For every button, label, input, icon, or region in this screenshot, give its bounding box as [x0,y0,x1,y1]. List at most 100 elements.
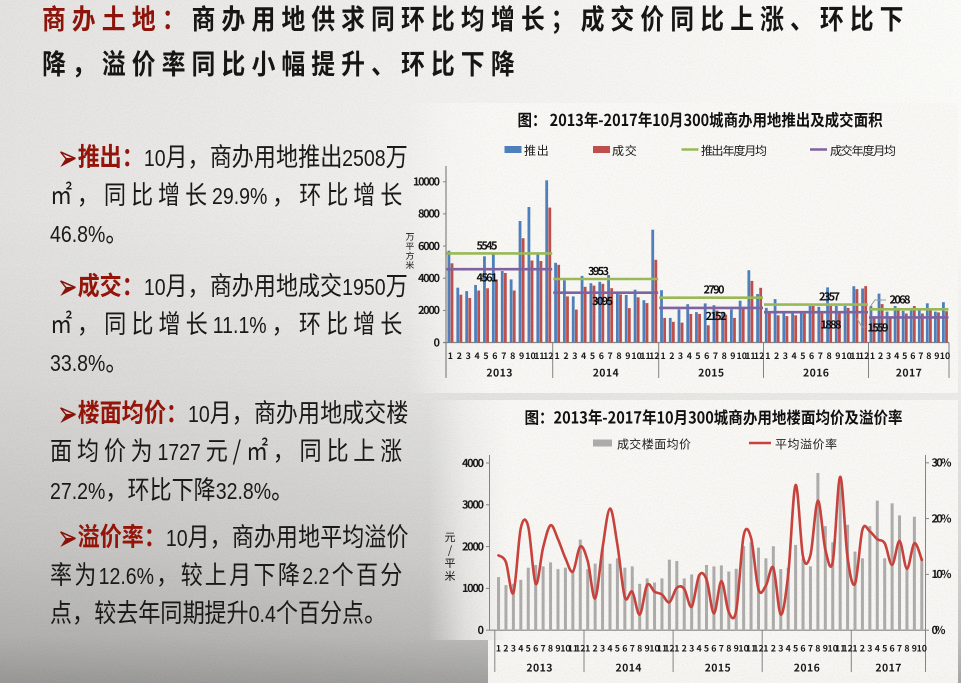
svg-text:3: 3 [778,642,783,655]
svg-text:2013: 2013 [486,366,512,381]
svg-text:3: 3 [600,642,605,655]
svg-text:2016: 2016 [794,661,820,676]
svg-text:8: 8 [548,642,553,655]
svg-text:4561: 4561 [477,270,498,286]
svg-text:1888: 1888 [821,317,842,333]
svg-text:1: 1 [763,642,768,655]
svg-text:5: 5 [695,349,700,362]
svg-text:9: 9 [835,349,840,362]
svg-text:0: 0 [478,622,485,638]
svg-text:4: 4 [518,642,523,655]
svg-text:7: 7 [918,349,923,362]
svg-text:5: 5 [793,642,798,655]
svg-text:0%: 0% [932,622,946,638]
svg-text:2357: 2357 [819,289,840,305]
svg-text:12: 12 [753,642,763,655]
svg-text:6: 6 [800,642,805,655]
svg-text:30%: 30% [932,455,952,471]
svg-text:6: 6 [704,349,709,362]
svg-text:3: 3 [572,349,577,362]
svg-text:6: 6 [533,642,538,655]
svg-text:3953: 3953 [588,263,609,279]
svg-text:3095: 3095 [592,293,613,309]
svg-text:7: 7 [818,349,823,362]
svg-text:6: 6 [622,642,627,655]
svg-text:8: 8 [826,349,831,362]
svg-text:3: 3 [466,349,471,362]
svg-text:2014: 2014 [593,366,619,381]
svg-text:5: 5 [704,642,709,655]
svg-text:7: 7 [808,642,813,655]
svg-text:2013: 2013 [526,661,552,676]
svg-text:6: 6 [809,349,814,362]
svg-text:8: 8 [510,349,515,362]
svg-text:图：2013年-2017年10月300城商办用地楼面均价及溢: 图：2013年-2017年10月300城商办用地楼面均价及溢价率 [525,405,903,429]
svg-text:5: 5 [526,642,531,655]
svg-text:2068: 2068 [890,292,911,308]
svg-text:7: 7 [719,642,724,655]
svg-text:12: 12 [543,349,553,362]
svg-text:7: 7 [897,642,902,655]
svg-text:2000: 2000 [418,302,440,318]
svg-text:成交: 成交 [612,142,637,159]
svg-text:1: 1 [660,349,665,362]
svg-text:12: 12 [649,349,659,362]
svg-text:2: 2 [503,642,508,655]
svg-text:推出年度月均: 推出年度月均 [701,142,767,159]
svg-text:10000: 10000 [413,174,440,190]
svg-text:4: 4 [581,349,586,362]
svg-text:6: 6 [599,349,604,362]
svg-text:2: 2 [669,349,674,362]
svg-text:12: 12 [664,642,674,655]
svg-text:0: 0 [434,334,441,350]
svg-text:1: 1 [852,642,857,655]
svg-text:5: 5 [882,642,887,655]
svg-text:4: 4 [786,642,791,655]
svg-text:2: 2 [860,642,865,655]
svg-text:6: 6 [492,349,497,362]
svg-text:1000: 1000 [462,580,484,596]
svg-text:10%: 10% [932,566,952,582]
svg-text:7: 7 [501,349,506,362]
svg-text:5: 5 [483,349,488,362]
svg-text:2: 2 [682,642,687,655]
svg-text:7: 7 [540,642,545,655]
svg-text:2014: 2014 [616,661,642,676]
svg-text:3: 3 [689,642,694,655]
svg-text:2152: 2152 [706,308,727,324]
svg-text:4: 4 [687,349,692,362]
svg-text:4: 4 [696,642,701,655]
svg-text:图： 2013年-2017年10月300城商办用地推出及成交: 图： 2013年-2017年10月300城商办用地推出及成交面积 [518,107,883,131]
svg-text:3: 3 [783,349,788,362]
svg-text:3: 3 [678,349,683,362]
svg-text:5: 5 [590,349,595,362]
svg-text:成交年度月均: 成交年度月均 [830,142,896,159]
svg-text:1: 1 [870,349,875,362]
svg-text:成交楼面均价: 成交楼面均价 [617,436,691,453]
svg-text:9: 9 [730,349,735,362]
svg-text:3000: 3000 [462,497,484,513]
svg-text:9: 9 [625,349,630,362]
svg-text:10: 10 [917,642,927,655]
svg-text:4000: 4000 [462,455,484,471]
svg-text:1: 1 [765,349,770,362]
svg-text:推出: 推出 [524,142,549,159]
svg-text:4: 4 [875,642,880,655]
svg-text:12: 12 [842,642,852,655]
svg-text:12: 12 [754,349,764,362]
svg-text:平均溢价率: 平均溢价率 [775,436,837,453]
svg-text:6: 6 [910,349,915,362]
svg-text:2: 2 [771,642,776,655]
svg-text:4: 4 [894,349,899,362]
svg-text:8: 8 [637,642,642,655]
svg-text:1: 1 [674,642,679,655]
svg-text:2015: 2015 [705,661,731,676]
svg-text:2017: 2017 [875,661,901,676]
svg-text:3: 3 [886,349,891,362]
svg-text:1: 1 [554,349,559,362]
svg-text:4: 4 [474,349,479,362]
svg-text:7: 7 [630,642,635,655]
svg-text:6: 6 [889,642,894,655]
svg-text:米: 米 [445,568,456,584]
svg-text:8000: 8000 [418,206,440,222]
